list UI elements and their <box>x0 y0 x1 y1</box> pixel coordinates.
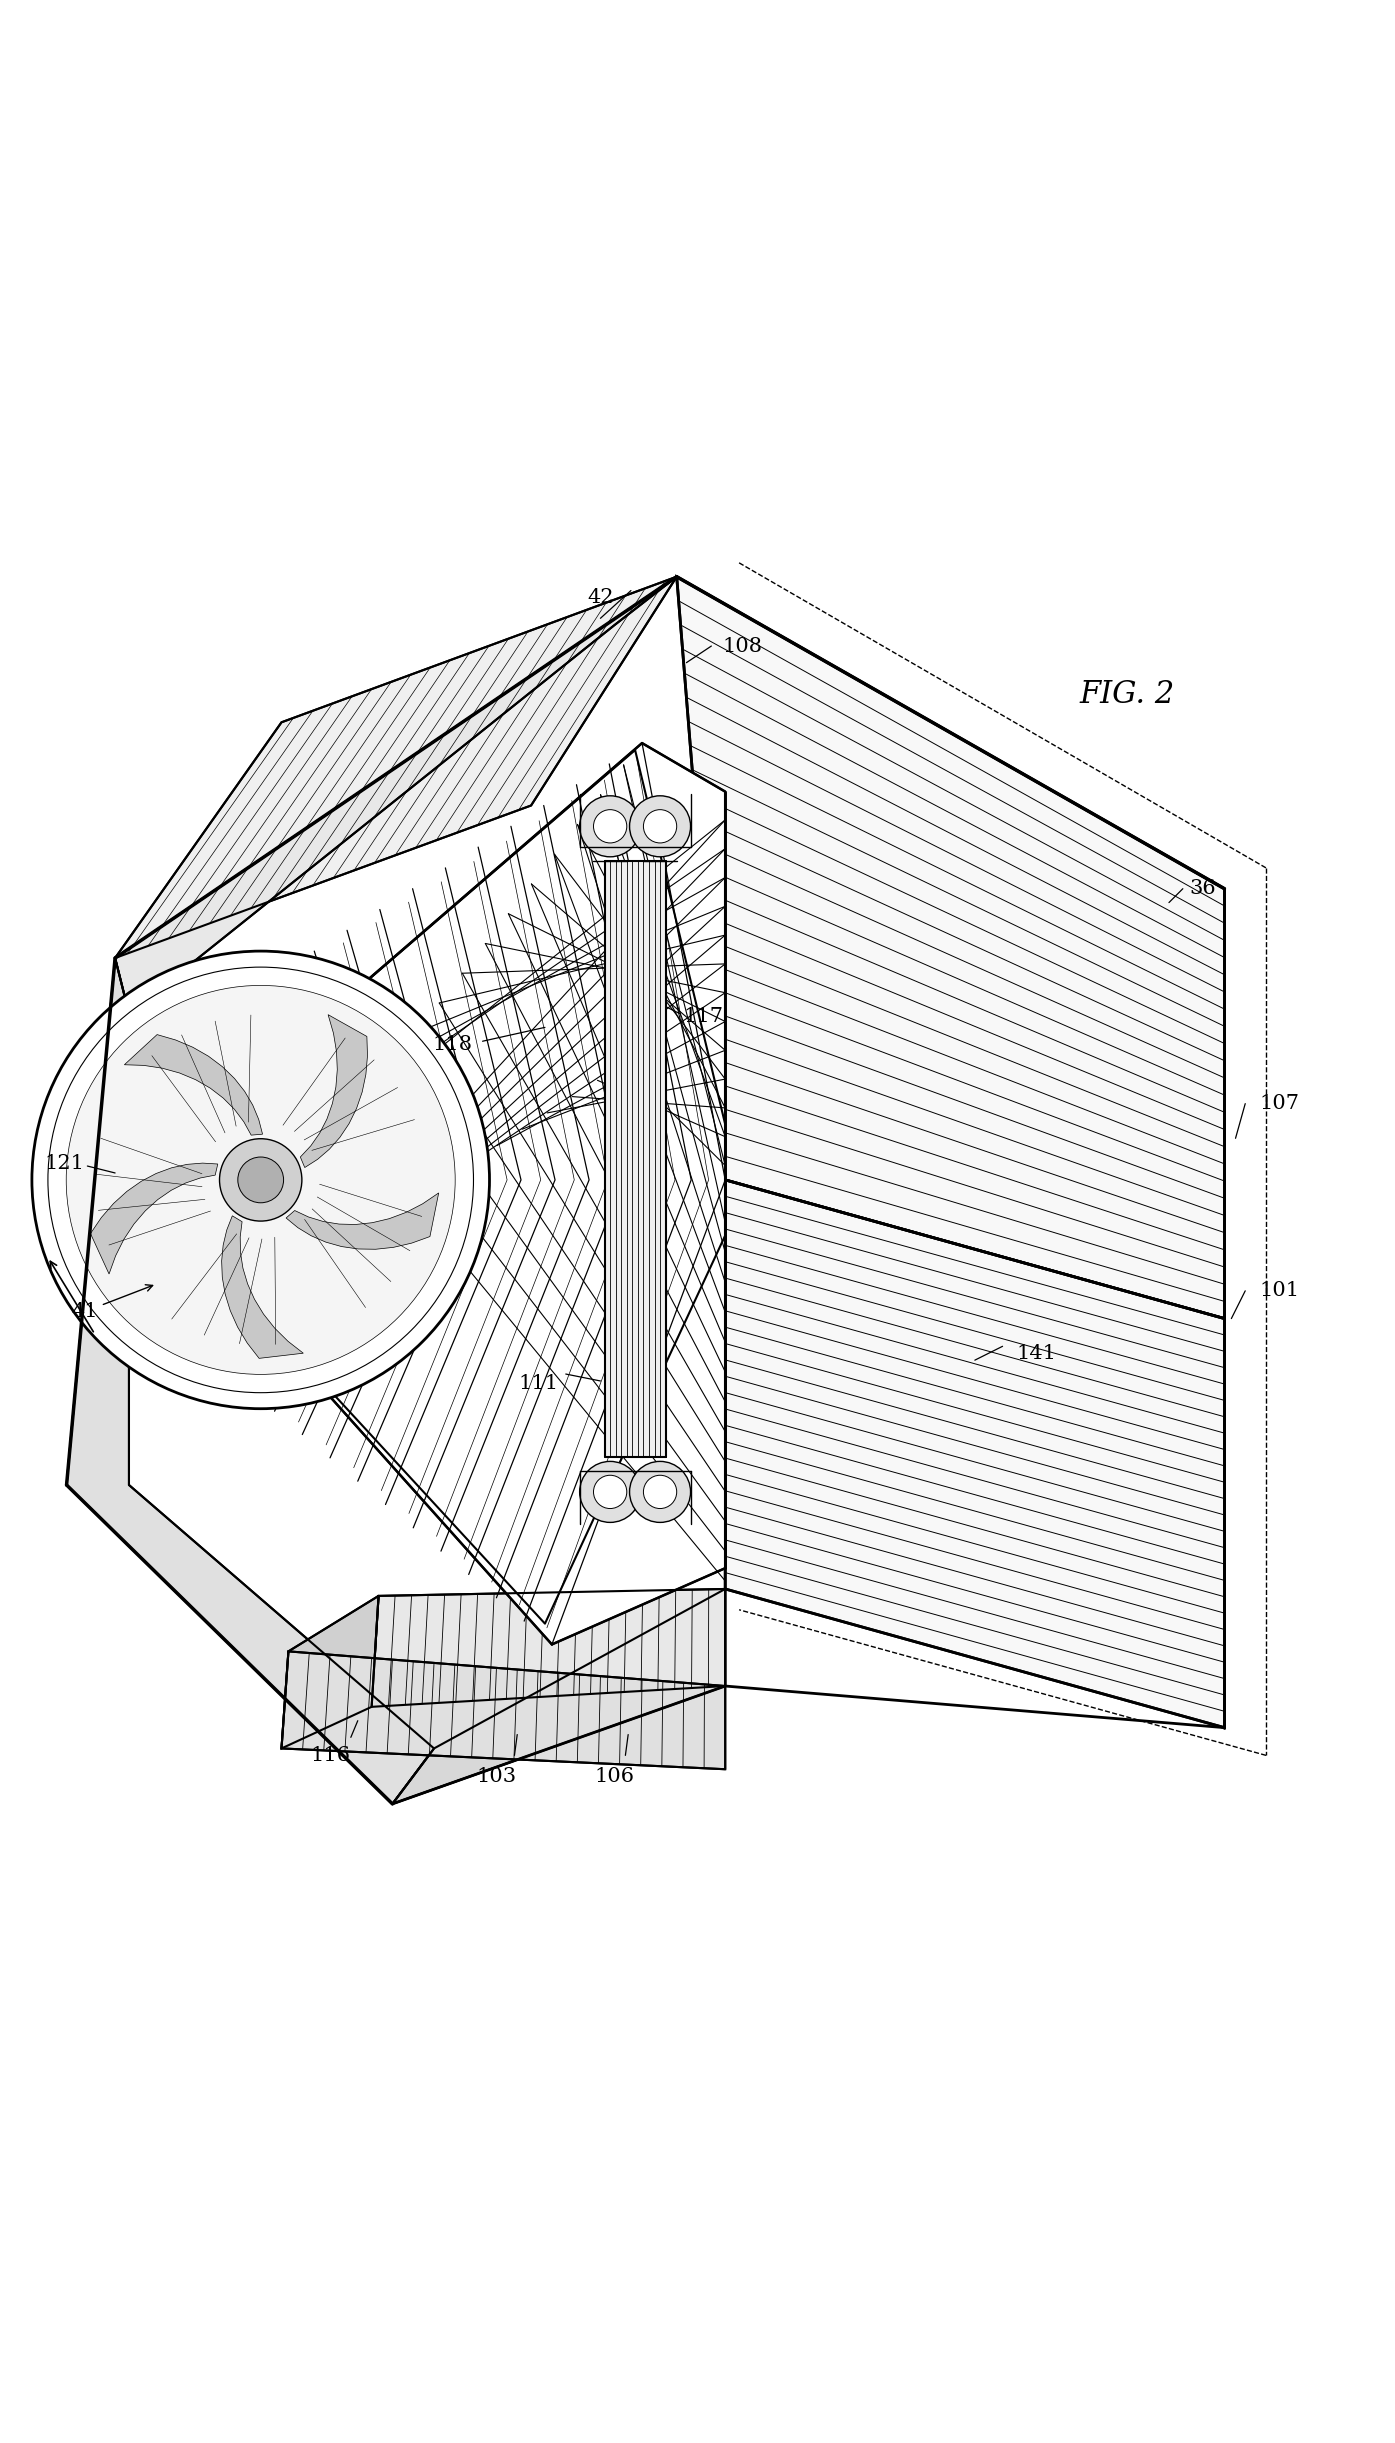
Circle shape <box>643 1476 677 1507</box>
Circle shape <box>629 796 691 857</box>
Polygon shape <box>91 1163 218 1273</box>
Polygon shape <box>116 577 677 1014</box>
Circle shape <box>47 967 473 1393</box>
Polygon shape <box>282 1651 725 1769</box>
Polygon shape <box>392 1588 725 1803</box>
Polygon shape <box>371 1588 725 1708</box>
Text: FIG. 2: FIG. 2 <box>1080 679 1175 711</box>
Text: 117: 117 <box>684 1007 724 1026</box>
Circle shape <box>237 1158 283 1202</box>
Circle shape <box>580 796 640 857</box>
Text: 101: 101 <box>1260 1280 1299 1300</box>
Polygon shape <box>300 1014 367 1168</box>
Text: 41: 41 <box>71 1285 152 1322</box>
Polygon shape <box>677 577 1225 1319</box>
Text: 108: 108 <box>723 638 763 655</box>
Circle shape <box>629 1461 691 1522</box>
Text: 42: 42 <box>587 589 614 606</box>
Text: 118: 118 <box>432 1033 473 1053</box>
Text: 103: 103 <box>476 1766 516 1786</box>
Polygon shape <box>725 1180 1225 1727</box>
Text: 141: 141 <box>1017 1344 1056 1363</box>
Text: 106: 106 <box>594 1766 635 1786</box>
Text: 116: 116 <box>310 1747 350 1764</box>
Circle shape <box>219 1138 301 1222</box>
Polygon shape <box>282 1595 378 1749</box>
Polygon shape <box>116 577 677 958</box>
Text: 36: 36 <box>1190 879 1216 899</box>
Circle shape <box>593 1476 626 1507</box>
Circle shape <box>32 950 490 1410</box>
Circle shape <box>643 809 677 843</box>
Polygon shape <box>135 743 725 1644</box>
Polygon shape <box>135 750 725 1625</box>
Polygon shape <box>222 1217 303 1358</box>
Circle shape <box>66 985 455 1375</box>
Polygon shape <box>124 1033 262 1136</box>
Text: 111: 111 <box>519 1375 559 1393</box>
Polygon shape <box>67 958 434 1803</box>
Polygon shape <box>286 1192 438 1248</box>
Text: 121: 121 <box>45 1153 85 1173</box>
Circle shape <box>580 1461 640 1522</box>
Text: 107: 107 <box>1260 1094 1299 1114</box>
Polygon shape <box>604 860 665 1456</box>
Circle shape <box>593 809 626 843</box>
